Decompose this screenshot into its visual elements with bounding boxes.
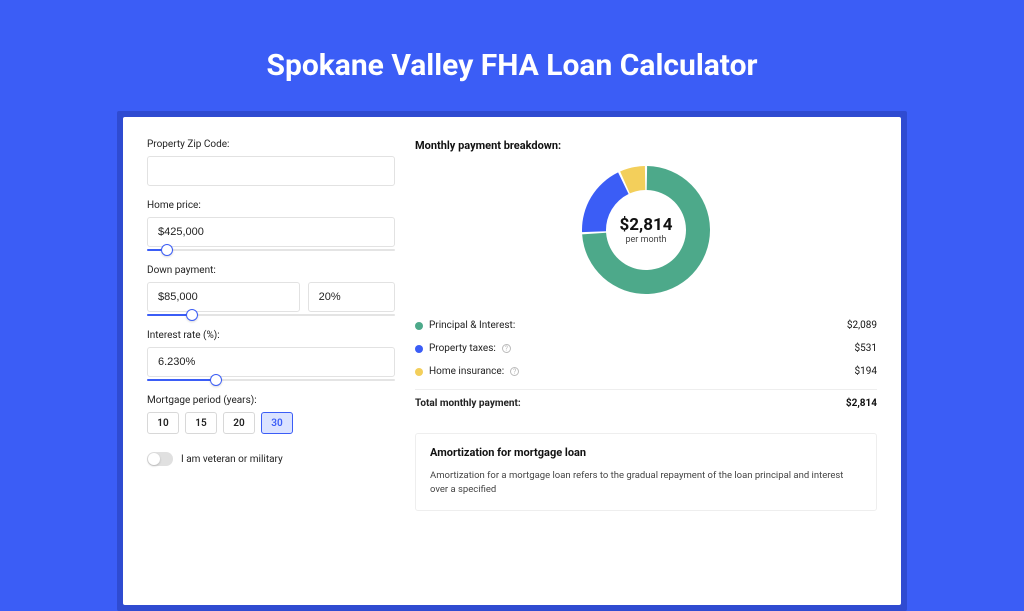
legend-value-2: $194 bbox=[855, 366, 877, 377]
legend-swatch-0 bbox=[415, 322, 423, 330]
mortgage-period-button-15[interactable]: 15 bbox=[185, 412, 217, 434]
page-title: Spokane Valley FHA Loan Calculator bbox=[0, 0, 1024, 111]
home-price-field: Home price: bbox=[147, 200, 395, 251]
down-payment-pct-input[interactable] bbox=[308, 282, 395, 312]
veteran-toggle-label: I am veteran or military bbox=[181, 454, 283, 465]
home-price-slider-thumb[interactable] bbox=[161, 244, 173, 256]
inputs-column: Property Zip Code: Home price: Down paym… bbox=[147, 139, 395, 605]
legend-row-0: Principal & Interest: $2,089 bbox=[415, 314, 877, 337]
legend-row-2: Home insurance:? $194 bbox=[415, 360, 877, 383]
home-price-slider[interactable] bbox=[147, 249, 395, 251]
legend-label-2: Home insurance: bbox=[429, 366, 504, 377]
breakdown-column: Monthly payment breakdown: $2,814 per mo… bbox=[415, 139, 877, 605]
interest-rate-input[interactable] bbox=[147, 347, 395, 377]
mortgage-period-button-10[interactable]: 10 bbox=[147, 412, 179, 434]
down-payment-label: Down payment: bbox=[147, 265, 395, 276]
breakdown-header: Monthly payment breakdown: bbox=[415, 139, 877, 152]
down-payment-slider[interactable] bbox=[147, 314, 395, 316]
info-icon[interactable]: ? bbox=[510, 367, 519, 376]
interest-rate-slider-fill bbox=[147, 379, 216, 381]
legend-swatch-1 bbox=[415, 345, 423, 353]
interest-rate-field: Interest rate (%): bbox=[147, 330, 395, 381]
zip-label: Property Zip Code: bbox=[147, 139, 395, 150]
down-payment-field: Down payment: bbox=[147, 265, 395, 316]
zip-field: Property Zip Code: bbox=[147, 139, 395, 186]
mortgage-period-label: Mortgage period (years): bbox=[147, 395, 395, 406]
home-price-input[interactable] bbox=[147, 217, 395, 247]
legend-swatch-2 bbox=[415, 368, 423, 376]
amortization-card: Amortization for mortgage loan Amortizat… bbox=[415, 433, 877, 511]
mortgage-period-button-30[interactable]: 30 bbox=[261, 412, 293, 434]
legend-value-1: $531 bbox=[855, 343, 877, 354]
donut-wrap: $2,814 per month bbox=[415, 166, 877, 294]
amortization-title: Amortization for mortgage loan bbox=[430, 446, 862, 459]
interest-rate-slider-thumb[interactable] bbox=[210, 374, 222, 386]
donut-chart: $2,814 per month bbox=[582, 166, 710, 294]
total-label: Total monthly payment: bbox=[415, 398, 521, 409]
mortgage-period-field: Mortgage period (years): 10 15 20 30 bbox=[147, 395, 395, 434]
legend-label-0: Principal & Interest: bbox=[429, 320, 515, 331]
legend-row-1: Property taxes:? $531 bbox=[415, 337, 877, 360]
interest-rate-label: Interest rate (%): bbox=[147, 330, 395, 341]
veteran-toggle-row: I am veteran or military bbox=[147, 452, 395, 466]
legend-value-0: $2,089 bbox=[847, 320, 877, 331]
legend-label-1: Property taxes: bbox=[429, 343, 496, 354]
home-price-label: Home price: bbox=[147, 200, 395, 211]
calculator-panel: Property Zip Code: Home price: Down paym… bbox=[123, 117, 901, 605]
donut-center: $2,814 per month bbox=[582, 166, 710, 294]
legend: Principal & Interest: $2,089 Property taxe… bbox=[415, 314, 877, 383]
mortgage-period-button-20[interactable]: 20 bbox=[223, 412, 255, 434]
down-payment-slider-thumb[interactable] bbox=[186, 309, 198, 321]
panel-outer: Property Zip Code: Home price: Down paym… bbox=[117, 111, 907, 611]
interest-rate-slider[interactable] bbox=[147, 379, 395, 381]
down-payment-amount-input[interactable] bbox=[147, 282, 300, 312]
mortgage-period-buttons: 10 15 20 30 bbox=[147, 412, 395, 434]
donut-amount: $2,814 bbox=[620, 215, 673, 235]
donut-sub: per month bbox=[625, 235, 666, 245]
amortization-text: Amortization for a mortgage loan refers … bbox=[430, 469, 862, 498]
veteran-toggle[interactable] bbox=[147, 452, 173, 466]
total-value: $2,814 bbox=[846, 398, 877, 409]
total-row: Total monthly payment: $2,814 bbox=[415, 389, 877, 415]
zip-input[interactable] bbox=[147, 156, 395, 186]
info-icon[interactable]: ? bbox=[502, 344, 511, 353]
